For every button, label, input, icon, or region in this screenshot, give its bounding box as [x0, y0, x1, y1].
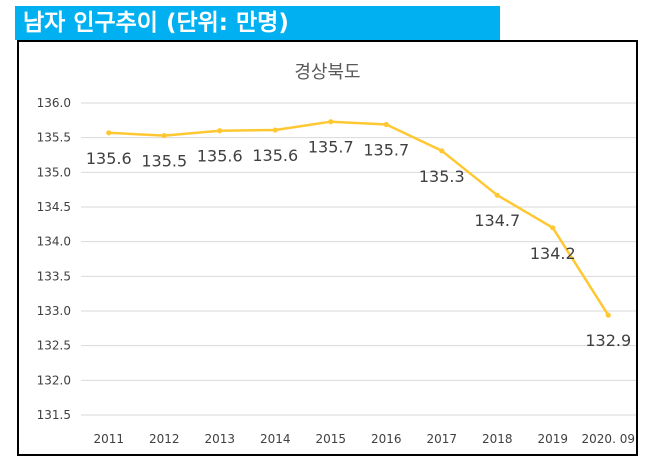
x-tick-label: 2014 [260, 432, 291, 446]
x-tick-label: 2012 [149, 432, 180, 446]
data-label: 135.6 [252, 146, 298, 165]
x-tick-label: 2017 [426, 432, 457, 446]
y-tick-label: 136.0 [37, 96, 71, 110]
x-tick-label: 2018 [482, 432, 513, 446]
data-point [272, 127, 278, 133]
y-tick-label: 133.5 [37, 269, 71, 283]
data-label: 134.2 [530, 244, 576, 263]
data-label: 135.6 [86, 149, 132, 168]
data-point [161, 132, 167, 139]
data-point [494, 192, 500, 198]
data-point [383, 121, 389, 128]
data-point [550, 225, 556, 231]
page-title: 남자 인구추이 (단위: 만명) [23, 10, 289, 36]
data-point [217, 128, 223, 134]
y-tick-label: 132.0 [37, 373, 71, 387]
x-tick-label: 2011 [93, 432, 124, 446]
y-tick-label: 134.0 [37, 235, 71, 249]
title-banner: 남자 인구추이 (단위: 만명) [15, 6, 500, 40]
x-tick-label: 2019 [537, 432, 568, 446]
chart-frame: 경상북도 131.5 132.0 132.5 133.0 133.5 134.0 134.5… [17, 40, 638, 456]
data-label: 135.7 [363, 140, 409, 159]
x-tick-label: 2015 [315, 432, 346, 446]
line-chart: 131.5 132.0 132.5 133.0 133.5 134.0 134.5 135.0… [37, 96, 636, 446]
y-tick-label: 134.5 [37, 200, 71, 214]
data-point [328, 119, 334, 125]
data-point [605, 312, 611, 318]
x-tick-label: 2013 [204, 432, 235, 446]
data-label: 135.3 [419, 167, 465, 186]
data-label: 135.6 [197, 147, 243, 166]
x-tick-label: 2020. 09 [582, 432, 635, 446]
data-point [106, 130, 112, 136]
y-tick-label: 135.0 [37, 165, 71, 179]
chart-title: 경상북도 [294, 62, 361, 83]
y-tick-label: 132.5 [37, 339, 71, 353]
data-label: 135.7 [308, 138, 354, 157]
y-tick-label: 133.0 [37, 304, 71, 318]
series-line [107, 120, 610, 317]
y-tick-label: 135.5 [37, 131, 71, 145]
data-label: 134.7 [474, 211, 520, 230]
x-tick-label: 2016 [371, 432, 402, 446]
data-point [439, 148, 445, 154]
y-tick-label: 131.5 [37, 408, 71, 422]
data-label: 135.5 [141, 152, 187, 171]
data-label: 132.9 [585, 331, 631, 350]
